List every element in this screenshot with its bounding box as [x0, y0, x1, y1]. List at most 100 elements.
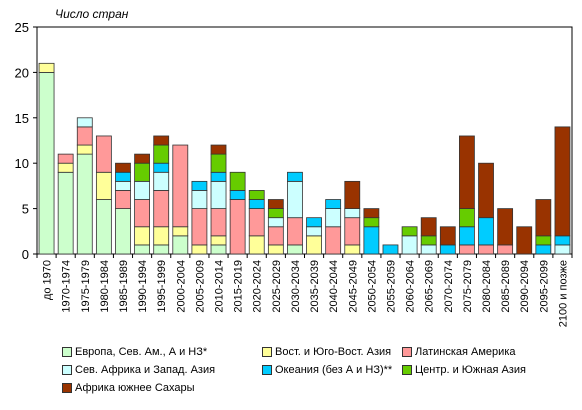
- bar-segment: [306, 235, 322, 255]
- legend-swatch: [62, 365, 72, 375]
- bar-segment: [153, 162, 170, 173]
- bar-segment: [229, 171, 246, 191]
- bar-segment: [459, 226, 475, 246]
- x-tick-label: 2055-2059: [385, 260, 397, 313]
- x-tick-label: 2060-2064: [405, 260, 417, 313]
- bar-segment: [248, 235, 265, 255]
- bar-segment: [115, 180, 131, 191]
- bar-segment: [172, 235, 189, 255]
- bar-segment: [420, 244, 437, 255]
- legend-swatch: [402, 347, 412, 357]
- legend: Европа, Сев. Ам., А и НЗ* Вост. и Юго-Вос…: [62, 346, 572, 406]
- bar-segment: [210, 153, 227, 173]
- bar-segment: [134, 226, 150, 246]
- x-tick-label: 2035-2039: [309, 260, 321, 313]
- legend-item: Вост. и Юго-Вост. Азия: [262, 346, 391, 358]
- bar-segment: [267, 226, 284, 246]
- bar-segment: [115, 162, 131, 173]
- bar-segment: [57, 171, 74, 255]
- bar-segment: [459, 135, 475, 210]
- bar-segment: [134, 153, 150, 164]
- legend-swatch: [402, 365, 412, 375]
- bar-segment: [95, 135, 112, 173]
- bar-segment: [459, 244, 475, 255]
- bar-segment: [420, 217, 437, 237]
- bar-segment: [76, 117, 93, 128]
- bar-segment: [478, 244, 494, 255]
- bar-segment: [325, 199, 342, 210]
- x-tick-label: 2025-2029: [271, 260, 283, 313]
- legend-item: Африка южнее Сахары: [62, 382, 195, 394]
- bar-segment: [134, 180, 150, 200]
- bar-segment: [401, 226, 418, 237]
- y-tick-label: 0: [22, 247, 29, 262]
- legend-item: Сев. Африка и Запад. Азия: [62, 364, 215, 376]
- x-tick-label: до 1970: [42, 260, 54, 300]
- bar-segment: [229, 199, 246, 255]
- labels: 0 5 10 15 20 25 до 1970 1970-1974 1975-1979 1980-…: [15, 20, 570, 327]
- bar-segment: [191, 180, 208, 191]
- bar-segment: [95, 199, 112, 255]
- bar-segment: [115, 171, 131, 182]
- bar-segment: [210, 244, 227, 255]
- bar-segment: [382, 244, 399, 255]
- legend-swatch: [262, 365, 272, 375]
- bar-segment: [267, 217, 284, 228]
- bar-segment: [363, 226, 380, 255]
- bar-segment: [287, 180, 303, 219]
- y-tick-label: 10: [15, 156, 29, 171]
- x-tick-label: 2085-2089: [500, 260, 512, 313]
- x-tick-label: 1980-1984: [99, 260, 111, 313]
- bar-segment: [306, 226, 322, 237]
- y-tick-label: 20: [15, 65, 29, 80]
- x-tick-label: 2100 и позже: [557, 260, 569, 327]
- bar-segment: [516, 226, 533, 255]
- bar-segment: [439, 244, 456, 255]
- bar-segment: [134, 244, 150, 255]
- x-tick-label: 2000-2004: [175, 260, 187, 313]
- bar-segment: [115, 190, 131, 210]
- bar-segment: [76, 153, 93, 255]
- bar-segment: [287, 217, 303, 246]
- bar-segment: [535, 199, 552, 237]
- bar-segment: [76, 144, 93, 155]
- x-tick-label: 2005-2009: [194, 260, 206, 313]
- bar-segment: [153, 144, 170, 164]
- bar-segment: [95, 171, 112, 200]
- bar-segment: [210, 171, 227, 182]
- x-tick-label: 2065-2069: [424, 260, 436, 313]
- x-tick-label: 2010-2014: [214, 260, 226, 313]
- x-tick-label: 2075-2079: [462, 260, 474, 313]
- x-tick-label: 2015-2019: [233, 260, 245, 313]
- x-tick-label: 2090-2094: [519, 260, 531, 313]
- bars: [38, 62, 571, 255]
- legend-label: Латинская Америка: [415, 346, 516, 358]
- x-tick-label: 1995-1999: [156, 260, 168, 313]
- bar-segment: [172, 144, 189, 228]
- bar-segment: [191, 190, 208, 210]
- legend-label: Сев. Африка и Запад. Азия: [75, 364, 216, 376]
- bar-segment: [325, 208, 342, 228]
- bar-segment: [344, 208, 361, 219]
- bar-segment: [248, 190, 265, 200]
- bar-segment: [76, 126, 93, 146]
- bar-segment: [554, 235, 571, 246]
- bar-segment: [439, 226, 456, 246]
- x-tick-label: 2045-2049: [347, 260, 359, 313]
- bar-segment: [267, 199, 284, 210]
- bar-segment: [153, 135, 170, 146]
- legend-label: Вост. и Юго-Вост. Азия: [275, 346, 392, 358]
- bar-segment: [153, 226, 170, 246]
- x-tick-label: 2030-2034: [290, 260, 302, 313]
- legend-item: Океания (без А и НЗ)**: [262, 364, 392, 376]
- bar-segment: [210, 235, 227, 246]
- x-tick-label: 2095-2099: [538, 260, 550, 313]
- bar-segment: [459, 208, 475, 228]
- bar-segment: [344, 217, 361, 246]
- bar-segment: [401, 235, 418, 255]
- legend-swatch: [62, 347, 72, 357]
- x-tick-label: 1975-1979: [80, 260, 92, 313]
- bar-segment: [344, 244, 361, 255]
- x-tick-label: 2050-2054: [366, 260, 378, 313]
